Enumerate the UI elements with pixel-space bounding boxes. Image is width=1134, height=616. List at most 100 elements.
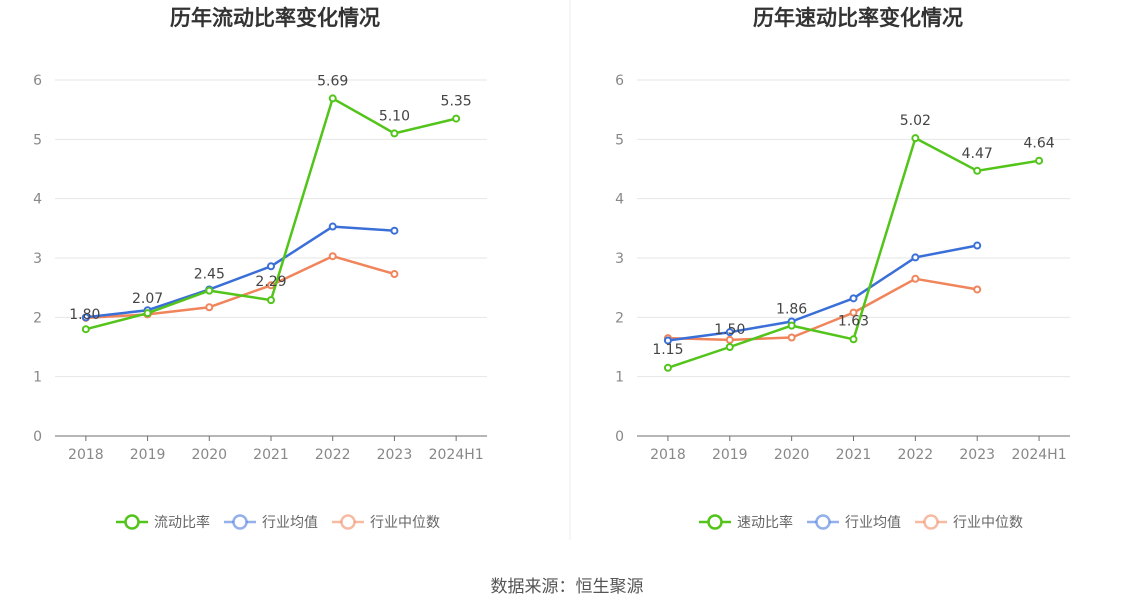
data-point[interactable] (205, 286, 214, 295)
data-point[interactable] (849, 294, 858, 303)
data-point[interactable] (390, 270, 399, 279)
quick-ratio-chart: 历年速动比率变化情况 0 1 2 3 4 5 6 2018 2019 2020 2021 2022 202… (615, 6, 1070, 531)
data-point[interactable] (725, 335, 734, 344)
legend-marker (232, 514, 248, 530)
data-label: 1.86 (776, 302, 807, 318)
data-label: 5.10 (379, 108, 410, 124)
data-label: 5.69 (317, 73, 348, 89)
x-tick-label: 2019 (712, 447, 748, 463)
chart-title: 历年流动比率变化情况 (170, 6, 380, 30)
y-tick-label: 4 (615, 192, 624, 208)
chart-title: 历年速动比率变化情况 (753, 6, 963, 30)
current-ratio-chart: 历年流动比率变化情况 0 1 2 3 4 5 6 2018 2019 2020 2021 2022 202… (33, 6, 487, 531)
x-tick-label: 2023 (959, 447, 995, 463)
y-tick-label: 6 (33, 73, 42, 89)
y-tick-label: 1 (615, 370, 624, 386)
y-tick-label: 0 (33, 429, 42, 445)
legend-item-1[interactable]: 行业均值 (807, 514, 901, 531)
data-point[interactable] (663, 363, 672, 372)
x-tick-label: 2018 (68, 447, 104, 463)
y-tick-label: 3 (615, 251, 624, 267)
series-line-2 (667, 277, 978, 342)
series-line-1 (85, 225, 395, 319)
data-point[interactable] (663, 336, 672, 345)
data-point[interactable] (973, 241, 982, 250)
y-tick-label: 2 (615, 310, 624, 326)
data-point[interactable] (143, 309, 152, 318)
data-point[interactable] (390, 129, 399, 138)
data-point[interactable] (911, 253, 920, 262)
data-label: 2.29 (255, 274, 286, 290)
legend-item-0[interactable]: 流动比率 (116, 514, 210, 531)
data-point[interactable] (267, 281, 275, 290)
y-tick-label: 2 (33, 310, 42, 326)
data-label: 4.64 (1023, 136, 1054, 152)
y-tick-label: 1 (33, 370, 42, 386)
x-tick-label: 2023 (377, 447, 413, 463)
x-tick-label: 2020 (191, 447, 227, 463)
data-source: 数据来源：恒生聚源 (491, 577, 644, 597)
data-label: 1.50 (714, 322, 745, 338)
data-point[interactable] (787, 333, 796, 342)
legend-item-2[interactable]: 行业中位数 (332, 514, 440, 531)
legend-label: 行业中位数 (370, 515, 440, 531)
x-tick-label: 2024H1 (1012, 447, 1067, 463)
data-point[interactable] (328, 222, 337, 231)
legend-label: 行业均值 (262, 515, 318, 531)
data-label: 4.47 (962, 146, 993, 162)
legend-marker (340, 514, 356, 530)
x-tick-label: 2022 (315, 447, 351, 463)
legend-label: 行业中位数 (953, 515, 1023, 531)
x-tick-label: 2024H1 (429, 447, 484, 463)
data-point[interactable] (911, 134, 920, 143)
data-point[interactable] (1035, 156, 1044, 165)
data-point[interactable] (390, 226, 399, 235)
legend-marker (923, 514, 939, 530)
data-point[interactable] (911, 274, 920, 283)
x-tick-label: 2020 (774, 447, 810, 463)
data-point[interactable] (973, 285, 982, 294)
data-point[interactable] (267, 262, 275, 271)
y-tick-label: 5 (615, 132, 624, 148)
data-point[interactable] (328, 252, 337, 261)
data-point[interactable] (205, 303, 214, 312)
data-label: 1.63 (838, 313, 869, 329)
data-point[interactable] (725, 328, 734, 337)
data-point[interactable] (267, 296, 275, 305)
data-label: 1.80 (69, 307, 100, 323)
legend-marker (707, 514, 723, 530)
data-label: 1.15 (652, 342, 683, 358)
data-point[interactable] (973, 166, 982, 175)
data-label: 2.07 (132, 291, 163, 307)
x-tick-label: 2018 (650, 447, 686, 463)
y-tick-label: 0 (615, 429, 624, 445)
data-point[interactable] (725, 343, 734, 351)
y-tick-label: 4 (33, 192, 42, 208)
x-tick-label: 2022 (898, 447, 934, 463)
y-tick-label: 5 (33, 132, 42, 148)
y-tick-label: 6 (615, 73, 624, 89)
data-label: 5.02 (900, 113, 931, 129)
x-tick-label: 2019 (130, 447, 166, 463)
legend-item-0[interactable]: 速动比率 (699, 514, 793, 531)
x-tick-label: 2021 (253, 447, 289, 463)
y-tick-label: 3 (33, 251, 42, 267)
data-point[interactable] (849, 308, 858, 317)
series-line-2 (85, 254, 395, 320)
data-point[interactable] (452, 114, 461, 123)
legend-item-1[interactable]: 行业均值 (224, 514, 318, 531)
data-point[interactable] (849, 335, 858, 344)
data-point[interactable] (81, 325, 90, 334)
series-line-1 (667, 244, 978, 342)
legend-label: 行业均值 (845, 515, 901, 531)
data-label: 5.35 (441, 94, 472, 110)
data-point[interactable] (787, 321, 796, 330)
legend-label: 流动比率 (154, 514, 210, 531)
legend-item-2[interactable]: 行业中位数 (915, 514, 1023, 531)
data-label: 2.45 (194, 267, 225, 283)
data-point[interactable] (81, 313, 90, 322)
x-tick-label: 2021 (836, 447, 872, 463)
data-point[interactable] (328, 94, 337, 103)
